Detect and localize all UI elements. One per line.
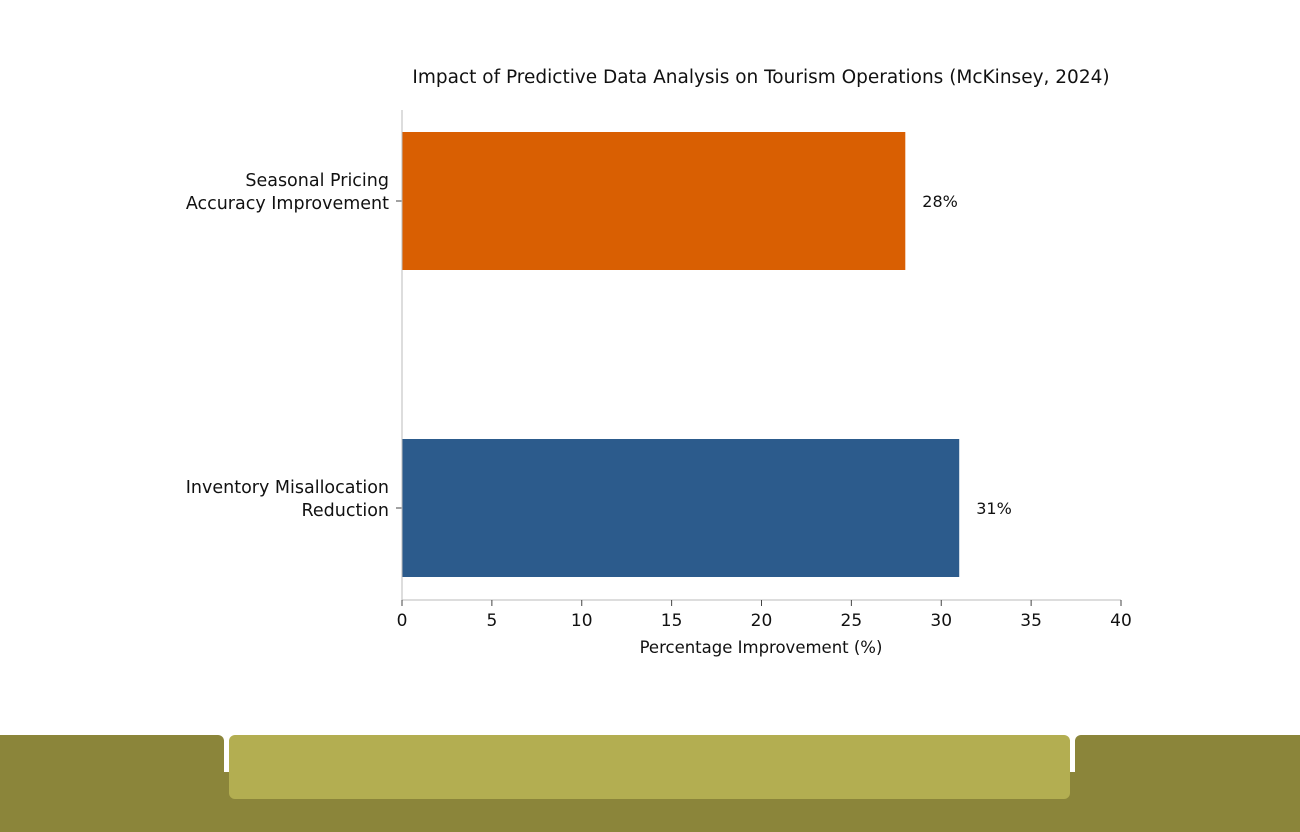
x-tick-label-1: 5 [486, 611, 497, 631]
footer-center-panel [229, 735, 1070, 799]
axes-layer: Seasonal Pricing Accuracy Improvement Inve… [186, 110, 1132, 631]
category-label-line: Inventory Misallocation [186, 478, 389, 498]
x-tick-label-0: 0 [397, 611, 408, 631]
x-tick-label-6: 30 [930, 611, 952, 631]
category-label-1: Inventory Misallocation Reduction [186, 478, 389, 521]
x-tick-label-8: 40 [1110, 611, 1132, 631]
x-tick-label-4: 20 [751, 611, 773, 631]
chart-title: Impact of Predictive Data Analysis on To… [412, 67, 1109, 88]
category-label-line: Accuracy Improvement [186, 194, 389, 214]
category-label-line: Reduction [302, 501, 389, 521]
x-tick-label-5: 25 [841, 611, 863, 631]
footer-left-panel [0, 735, 224, 832]
x-axis-label: Percentage Improvement (%) [640, 638, 883, 657]
category-label-line: Seasonal Pricing [245, 171, 389, 191]
category-label-0: Seasonal Pricing Accuracy Improvement [186, 171, 389, 214]
chart-canvas: Impact of Predictive Data Analysis on To… [186, 67, 1132, 657]
bar-1 [402, 439, 960, 577]
x-tick-label-2: 10 [571, 611, 593, 631]
footer-right-panel [1075, 735, 1300, 832]
data-label-1: 31% [976, 499, 1012, 518]
x-tick-label-3: 15 [661, 611, 683, 631]
x-tick-label-7: 35 [1020, 611, 1042, 631]
bar-0 [402, 132, 906, 270]
data-label-0: 28% [922, 192, 958, 211]
bars-layer: 28% 31% [402, 132, 1012, 577]
